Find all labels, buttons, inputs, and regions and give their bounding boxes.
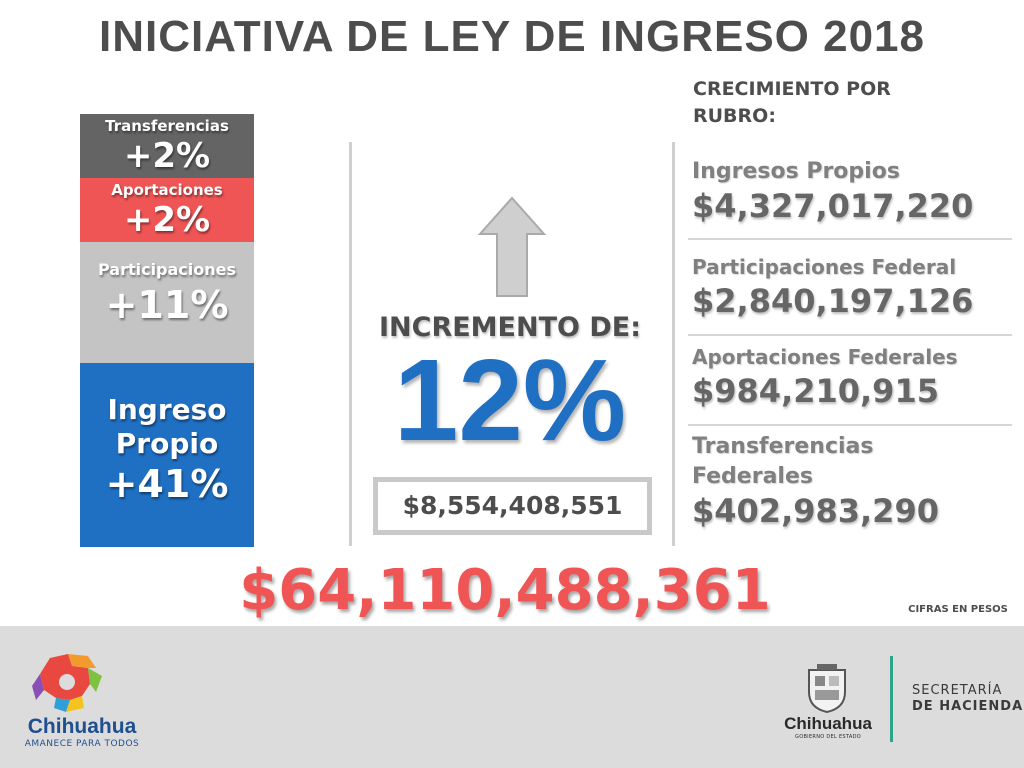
gov-logo-tagline: GOBIERNO DEL ESTADO: [795, 734, 861, 740]
increment-percentage: 12%: [393, 335, 627, 465]
segment-aportaciones-label: Aportaciones: [111, 181, 223, 199]
growth-item-label: Aportaciones Federales: [692, 345, 958, 369]
growth-heading-line1: CRECIMIENTO POR: [693, 78, 891, 100]
growth-item-value: $984,210,915: [692, 372, 939, 410]
growth-separator: [688, 238, 1012, 240]
segment-transferencias: Transferencias +2%: [80, 114, 254, 178]
growth-heading: CRECIMIENTO POR RUBRO:: [693, 76, 993, 130]
growth-item-transferencias: Transferencias Federales $402,983,290: [692, 432, 1014, 530]
segment-ingreso-propio-label: Ingreso Propio: [80, 363, 254, 461]
segment-participaciones: Participaciones +11%: [80, 242, 254, 363]
segment-participaciones-label: Participaciones: [97, 260, 237, 279]
growth-item-value: $2,840,197,126: [692, 282, 974, 320]
growth-item-aportaciones: Aportaciones Federales $984,210,915: [692, 342, 1014, 410]
chihuahua-logo-text: Chihuahua: [27, 715, 137, 738]
growth-item-ingresos-propios: Ingresos Propios $4,327,017,220: [692, 157, 1014, 225]
footer-separator: [890, 656, 893, 742]
growth-item-value: $402,983,290: [692, 492, 939, 530]
growth-item-label-line1: Transferencias: [692, 434, 874, 459]
arrow-up-icon: [478, 196, 546, 297]
segment-aportaciones-pct: +2%: [123, 200, 211, 240]
growth-item-label-line2: Federales: [692, 464, 813, 489]
growth-item-participaciones: Participaciones Federal $2,840,197,126: [692, 252, 1014, 320]
segment-transferencias-label: Transferencias: [105, 117, 229, 135]
segment-transferencias-pct: +2%: [123, 136, 211, 176]
growth-item-label: Participaciones Federal: [692, 255, 957, 279]
growth-heading-line2: RUBRO:: [693, 105, 776, 127]
growth-item-label: Ingresos Propios: [692, 159, 900, 184]
secretaria-line1: SECRETARÍA: [912, 683, 1003, 698]
divider-right: [672, 142, 675, 546]
segment-ingreso-propio: Ingreso Propio +41%: [80, 363, 254, 547]
footer-band: [0, 626, 1024, 768]
increment-label: INCREMENTO DE:: [378, 312, 642, 343]
growth-item-value: $4,327,017,220: [692, 187, 974, 225]
segment-aportaciones: Aportaciones +2%: [80, 178, 254, 242]
segment-ingreso-propio-label-line1: Ingreso: [107, 393, 227, 426]
growth-stacked-bar: Transferencias +2% Aportaciones +2% Part…: [80, 114, 254, 547]
segment-participaciones-pct: +11%: [105, 283, 229, 327]
chihuahua-logo-tagline: AMANECE PARA TODOS: [24, 739, 140, 749]
growth-separator: [688, 334, 1012, 336]
growth-separator: [688, 424, 1012, 426]
total-amount: $64,110,488,361: [239, 558, 771, 623]
divider-left: [349, 142, 352, 546]
page-title: INICIATIVA DE LEY DE INGRESO 2018: [98, 12, 925, 61]
increment-amount-box: $8,554,408,551: [373, 477, 652, 535]
segment-ingreso-propio-label-line2: Propio: [115, 427, 219, 460]
segment-ingreso-propio-pct: +41%: [105, 462, 229, 506]
chihuahua-map-logo-icon: [32, 654, 102, 712]
secretaria-line2: DE HACIENDA: [912, 699, 1024, 714]
currency-note: CIFRAS EN PESOS: [908, 604, 1008, 615]
state-seal-icon: [808, 664, 846, 714]
increment-amount: $8,554,408,551: [402, 491, 623, 520]
gov-logo-text: Chihuahua: [784, 714, 872, 733]
